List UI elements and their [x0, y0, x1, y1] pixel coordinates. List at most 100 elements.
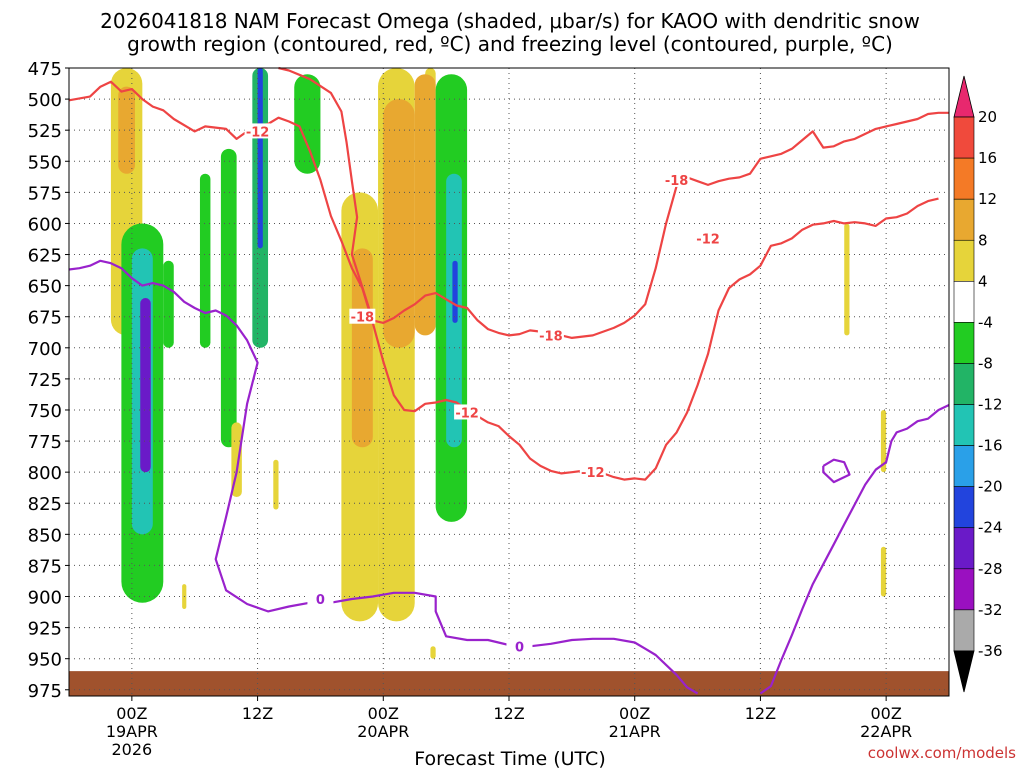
- colorbar-cell: [953, 198, 975, 241]
- contour-label-bg: [537, 327, 564, 343]
- y-tick-label: 950: [28, 650, 62, 671]
- x-tick-label: 00Z: [368, 704, 399, 723]
- y-tick-label: 975: [28, 681, 62, 702]
- omega-cell: [199, 173, 211, 348]
- colorbar-label: 16: [978, 149, 997, 167]
- colorbar-label: -12: [978, 396, 1003, 414]
- grid-lines: [69, 68, 949, 696]
- x-tick-sublabel2: 2026: [111, 740, 152, 759]
- colorbar-cell: [953, 445, 975, 487]
- y-tick-label: 825: [28, 494, 62, 515]
- omega-cell: [452, 260, 458, 323]
- y-tick-label: 925: [28, 619, 62, 640]
- y-tick-label: 800: [28, 463, 62, 484]
- contour-label: -12: [581, 466, 605, 481]
- chart-title-line1: 2026041818 NAM Forecast Omega (shaded, μ…: [100, 9, 920, 33]
- contour-label: -12: [696, 232, 720, 247]
- contour-label-bg: [244, 123, 271, 139]
- contour-label: -18: [351, 311, 375, 326]
- omega-cell: [163, 260, 174, 348]
- contour-label-bg: [307, 591, 334, 607]
- y-tick-label: 675: [28, 308, 62, 329]
- colorbar-cell: [953, 157, 975, 200]
- contour-lines: -12 -12 -12 -12 -18 -18 -18 0 0: [68, 66, 950, 695]
- y-tick-label: 625: [28, 246, 62, 267]
- y-tick-label: 700: [28, 339, 62, 360]
- colorbar-label: -20: [978, 478, 1003, 496]
- colorbar-cell: [953, 239, 975, 282]
- contour-label-bg: [349, 308, 376, 324]
- x-tick-label: 12Z: [493, 704, 524, 723]
- colorbar-cell: [953, 486, 975, 529]
- contour-label-bg: [579, 464, 606, 480]
- omega-cell: [880, 409, 887, 473]
- x-tick-sublabel: 21APR: [609, 722, 661, 741]
- contour-label: -12: [455, 406, 479, 421]
- contour-label-bg: [695, 230, 722, 246]
- contour-0C-right: [759, 404, 950, 695]
- colorbar-label: -16: [978, 437, 1003, 455]
- colorbar-label: -36: [978, 642, 1003, 660]
- colorbar-cell: [953, 281, 975, 323]
- x-tick-sublabel: 19APR: [106, 722, 158, 741]
- y-tick-label: 550: [28, 152, 62, 173]
- colorbar-label: -8: [978, 354, 993, 372]
- y-tick-label: 750: [28, 401, 62, 422]
- colorbar-cell: [953, 568, 975, 611]
- colorbar-label: 4: [978, 272, 988, 290]
- contour-label: 0: [515, 640, 524, 655]
- contour-label: -12: [246, 125, 270, 140]
- omega-cell: [220, 148, 237, 448]
- y-tick-label: 475: [28, 59, 62, 80]
- y-axis: 475 500 525 550 575 600 625 650 675 700 725 750 775 8…: [28, 59, 69, 702]
- x-axis-label: Forecast Time (UTC): [414, 748, 605, 768]
- y-tick-label: 850: [28, 525, 62, 546]
- contour--18C: [278, 66, 949, 339]
- colorbar-label: 20: [978, 108, 997, 126]
- x-tick-label: 00Z: [870, 704, 901, 723]
- x-tick-sublabel: 20APR: [357, 722, 409, 741]
- contour-label-bg: [454, 404, 481, 420]
- colorbar-label: -28: [978, 560, 1003, 578]
- colorbar-cell: [953, 116, 975, 159]
- contour-label-bg: [663, 171, 690, 187]
- omega-cell: [351, 248, 373, 448]
- colorbar-arrow-bottom: [953, 650, 975, 693]
- omega-cell: [257, 68, 263, 249]
- contour-label: -18: [539, 329, 563, 344]
- omega-cell: [118, 86, 135, 174]
- credit-text: coolwx.com/models: [868, 744, 1016, 762]
- colorbar-label: 12: [978, 190, 997, 208]
- omega-cell: [430, 646, 436, 659]
- y-tick-label: 650: [28, 277, 62, 298]
- x-tick-sublabel: 22APR: [860, 722, 912, 741]
- y-tick-label: 725: [28, 370, 62, 391]
- colorbar: 20 16 12 8 4 -4 -8 -12 -16 -20 -24 -28 -32 -36: [953, 75, 1003, 693]
- x-tick-label: 00Z: [619, 704, 650, 723]
- contour-0C-loop: [822, 458, 851, 484]
- contour-label-bg: [506, 638, 533, 654]
- x-tick-label: 00Z: [116, 704, 147, 723]
- y-tick-label: 775: [28, 432, 62, 453]
- y-tick-label: 525: [28, 121, 62, 142]
- omega-cell: [140, 298, 151, 473]
- omega-cell: [273, 459, 279, 510]
- omega-cell: [414, 74, 436, 336]
- y-tick-label: 900: [28, 588, 62, 609]
- colorbar-arrow-top: [953, 75, 975, 118]
- omega-cell: [844, 223, 850, 336]
- y-tick-label: 575: [28, 183, 62, 204]
- omega-cell: [880, 546, 887, 597]
- colorbar-label: -4: [978, 313, 993, 331]
- chart-title-line2: growth region (contoured, red, ºC) and f…: [127, 32, 893, 56]
- x-tick-label: 12Z: [745, 704, 776, 723]
- colorbar-cell: [953, 609, 975, 652]
- contour-label: -18: [665, 174, 689, 189]
- colorbar-label: -24: [978, 519, 1003, 537]
- contour--12C: [68, 80, 939, 481]
- colorbar-cell: [953, 322, 975, 364]
- colorbar-cell: [953, 527, 975, 570]
- contour-0C: [68, 259, 699, 695]
